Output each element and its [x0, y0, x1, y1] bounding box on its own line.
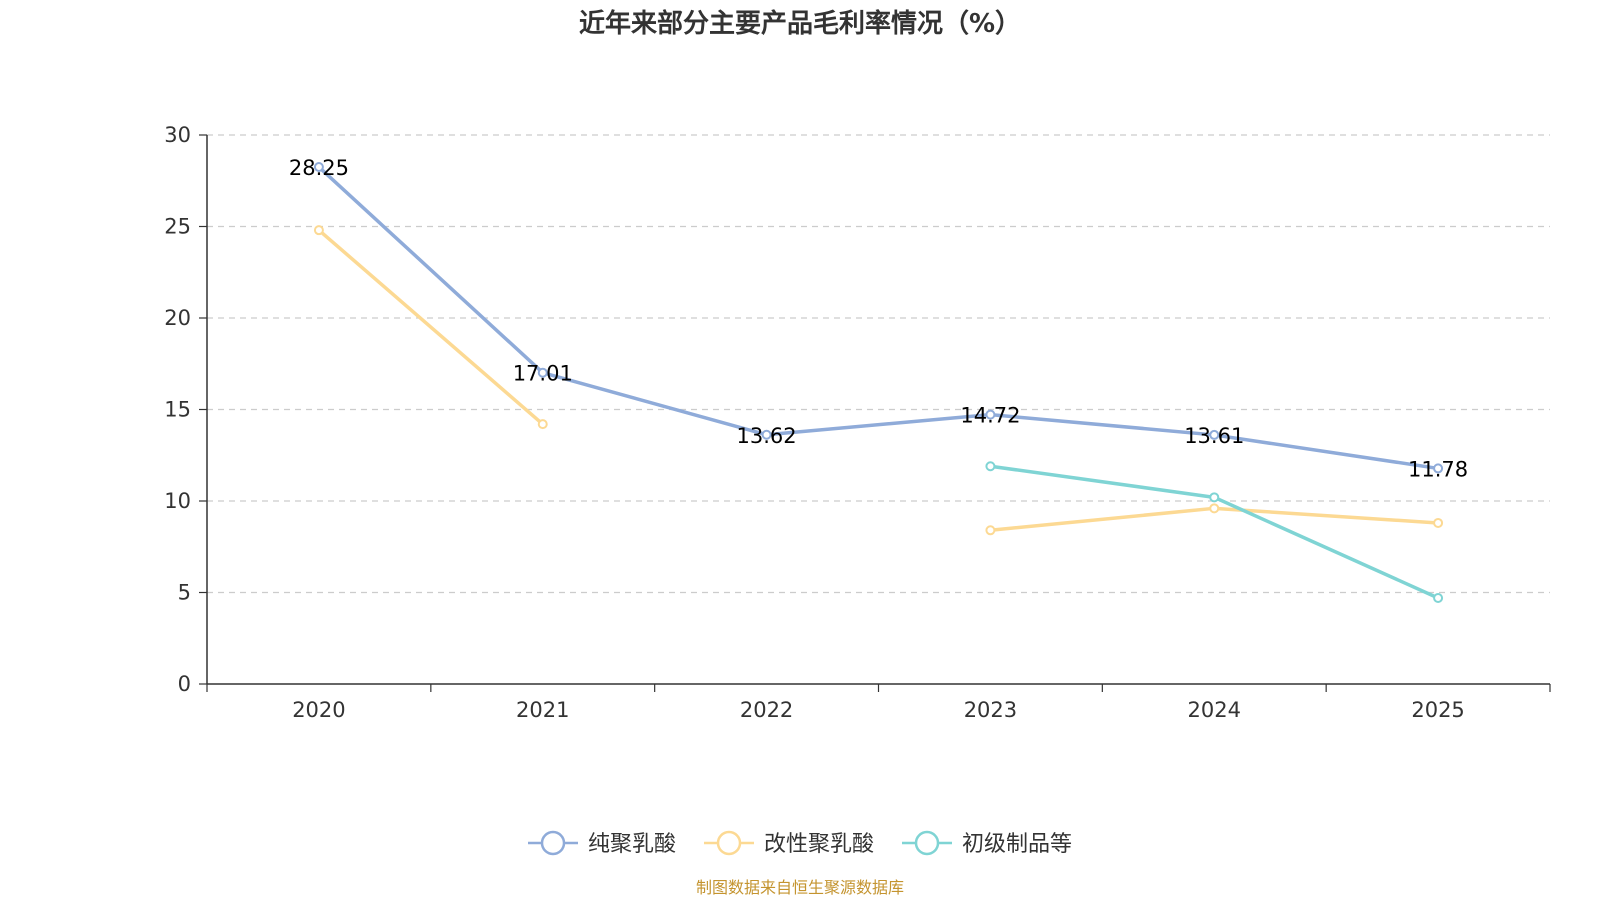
series-3-line-0: [990, 464, 1439, 600]
series-1-point-2023: [985, 409, 996, 420]
legend-item-3[interactable]: 初级制品等: [902, 830, 1072, 857]
data-label-2025: 11.78: [1408, 457, 1468, 481]
data-label-2024: 13.61: [1184, 424, 1244, 448]
legend-marker-1: [540, 830, 566, 856]
series-2-point-2023: [985, 525, 996, 536]
series-1-point-2022: [761, 429, 772, 440]
y-tick-label-25: 25: [164, 215, 191, 239]
series-3-point-2023: [985, 461, 996, 472]
y-tick-label-20: 20: [164, 306, 191, 330]
series-2-point-2020: [313, 225, 324, 236]
series-1-point-2024: [1209, 429, 1220, 440]
data-labels: 28.25 17.01 13.62 14.72 13.61 11.78: [289, 156, 1468, 481]
series-3-point-2025: [1433, 592, 1444, 603]
series-2: [313, 225, 1444, 536]
series-1-point-2021: [537, 367, 548, 378]
grid-lines: [207, 134, 1550, 594]
legend-marker-3: [914, 830, 940, 856]
x-tick-label-2024: 2024: [1188, 698, 1241, 722]
data-label-2022: 13.62: [737, 424, 797, 448]
legend-item-2[interactable]: 改性聚乳酸: [704, 830, 874, 857]
data-label-2021: 17.01: [513, 362, 573, 386]
legend-marker-2: [716, 830, 742, 856]
series-2-point-2021: [537, 419, 548, 430]
series-3-point-2024: [1209, 492, 1220, 503]
series-1-line-0: [317, 165, 1439, 471]
y-tick-label-30: 30: [164, 123, 191, 147]
series-1-point-2020: [313, 162, 324, 173]
y-tick-label-15: 15: [164, 398, 191, 422]
data-label-2023: 14.72: [960, 404, 1020, 428]
legend[interactable]: 纯聚乳酸 改性聚乳酸 初级制品等: [528, 830, 1072, 857]
series-2-point-2025: [1433, 517, 1444, 528]
x-tick-label-2022: 2022: [740, 698, 793, 722]
x-tick-label-2020: 2020: [292, 698, 345, 722]
source-note: 制图数据来自恒生聚源数据库: [696, 878, 904, 897]
y-tick-label-5: 5: [178, 581, 191, 605]
legend-label-1: 纯聚乳酸: [588, 832, 676, 857]
y-tick-label-0: 0: [178, 672, 191, 696]
x-tick-label-2023: 2023: [964, 698, 1017, 722]
series-2-point-2024: [1209, 503, 1220, 514]
chart-title: 近年来部分主要产品毛利率情况（%）: [579, 8, 1021, 39]
legend-item-1[interactable]: 纯聚乳酸: [528, 830, 676, 857]
x-tick-label-2025: 2025: [1411, 698, 1464, 722]
series-1-point-2025: [1433, 463, 1444, 474]
y-tick-label-10: 10: [164, 489, 191, 513]
series-3: [985, 461, 1444, 603]
series-group: [313, 162, 1444, 603]
data-label-2020: 28.25: [289, 156, 349, 180]
legend-label-2: 改性聚乳酸: [764, 832, 874, 857]
legend-label-3: 初级制品等: [962, 832, 1072, 857]
series-1: [313, 162, 1444, 474]
x-tick-label-2021: 2021: [516, 698, 569, 722]
series-2-line-0: [317, 228, 544, 426]
